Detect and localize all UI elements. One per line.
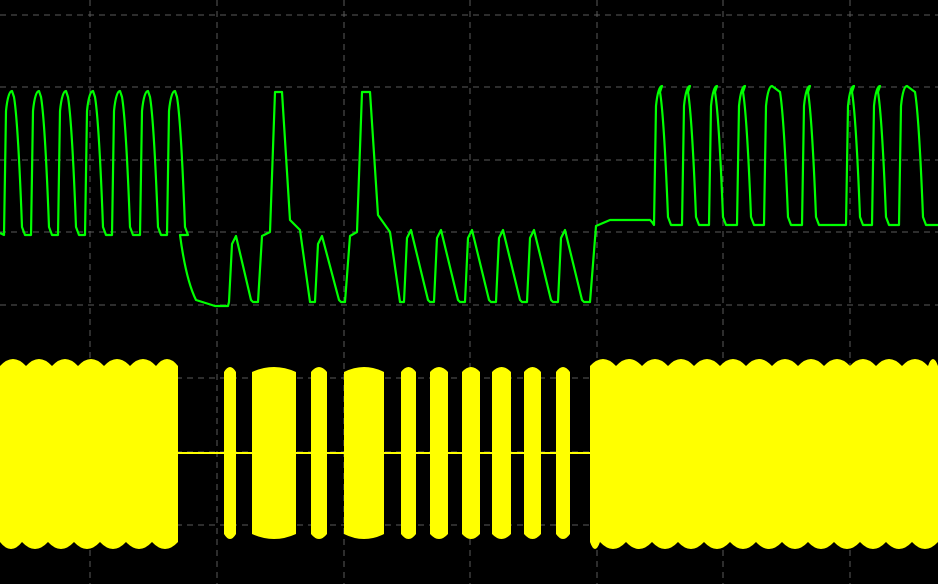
channel-1-green-trace <box>0 84 938 308</box>
channel-2-burst <box>252 367 296 540</box>
channel-2-burst <box>311 367 327 540</box>
channel-1-waveform <box>0 84 938 308</box>
channel-2-burst <box>462 367 480 540</box>
channel-2-yellow-trace <box>0 359 938 549</box>
channel-2-burst <box>556 367 570 540</box>
channel-2-burst <box>224 367 236 540</box>
channel-2-burst <box>0 359 178 549</box>
channel-2-burst <box>430 367 448 540</box>
channel-2-burst <box>492 367 511 540</box>
channel-2-burst <box>524 367 541 540</box>
channel-2-burst <box>344 367 384 540</box>
channel-2-burst <box>401 367 416 540</box>
channel-2-burst <box>590 359 938 549</box>
